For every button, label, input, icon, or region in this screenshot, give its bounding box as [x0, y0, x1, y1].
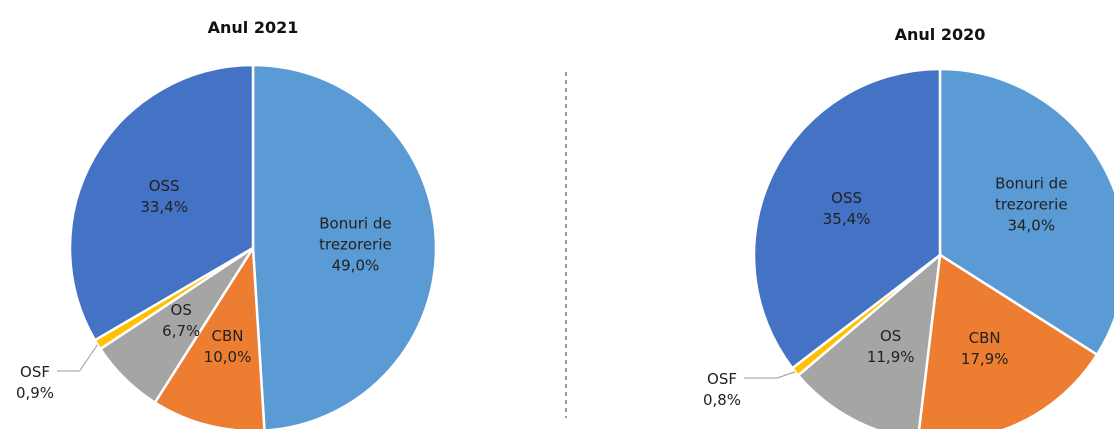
slice-label: Bonuri de trezorerie 34,0%: [976, 173, 1086, 236]
chart-title: Anul 2020: [894, 25, 986, 44]
pie-slice: [153, 244, 266, 429]
value-label: 17,9%: [960, 350, 1009, 369]
category-name: OSS: [148, 176, 180, 195]
pie-slice: [68, 63, 255, 342]
slice-label: OS 6,7%: [126, 300, 236, 342]
slice-label: Bonuri de trezorerie 49,0%: [300, 213, 410, 276]
slice-label: OSF 0,9%: [0, 362, 90, 404]
pie-slice: [752, 67, 942, 370]
category-name: OS: [170, 301, 192, 320]
category-name: CBN: [968, 329, 1001, 348]
pie-slice: [917, 252, 1099, 429]
slice-label: OSS 33,4%: [109, 176, 219, 218]
value-label: 34,0%: [1007, 216, 1056, 235]
value-label: 0,9%: [15, 384, 55, 402]
pie-slice: [251, 63, 438, 429]
category-name: CBN: [211, 327, 244, 346]
category-name: OSF: [20, 363, 50, 381]
category-name: Bonuri de trezorerie: [994, 174, 1068, 214]
slice-label: OS 11,9%: [836, 326, 946, 368]
chart-title: Anul 2021: [207, 18, 299, 37]
slice-label: CBN 17,9%: [930, 328, 1040, 370]
category-name: OSS: [831, 188, 863, 207]
leader-line: [744, 371, 796, 379]
leader-line: [57, 344, 98, 372]
value-label: 0,8%: [702, 391, 742, 409]
slice-label: OSF 0,8%: [667, 369, 777, 411]
slice-label: CBN 10,0%: [173, 326, 283, 368]
value-label: 10,0%: [203, 348, 252, 367]
category-name: Bonuri de trezorerie: [319, 214, 392, 254]
category-name: OSF: [707, 370, 737, 388]
value-label: 49,0%: [331, 256, 380, 275]
value-label: 6,7%: [162, 322, 201, 341]
value-label: 33,4%: [140, 197, 188, 216]
slice-label: OSS 35,4%: [792, 188, 902, 230]
value-label: 11,9%: [866, 347, 915, 366]
pie-slice: [796, 251, 942, 429]
value-label: 35,4%: [822, 209, 871, 228]
category-name: OS: [880, 326, 902, 345]
pie-slice: [938, 67, 1114, 357]
